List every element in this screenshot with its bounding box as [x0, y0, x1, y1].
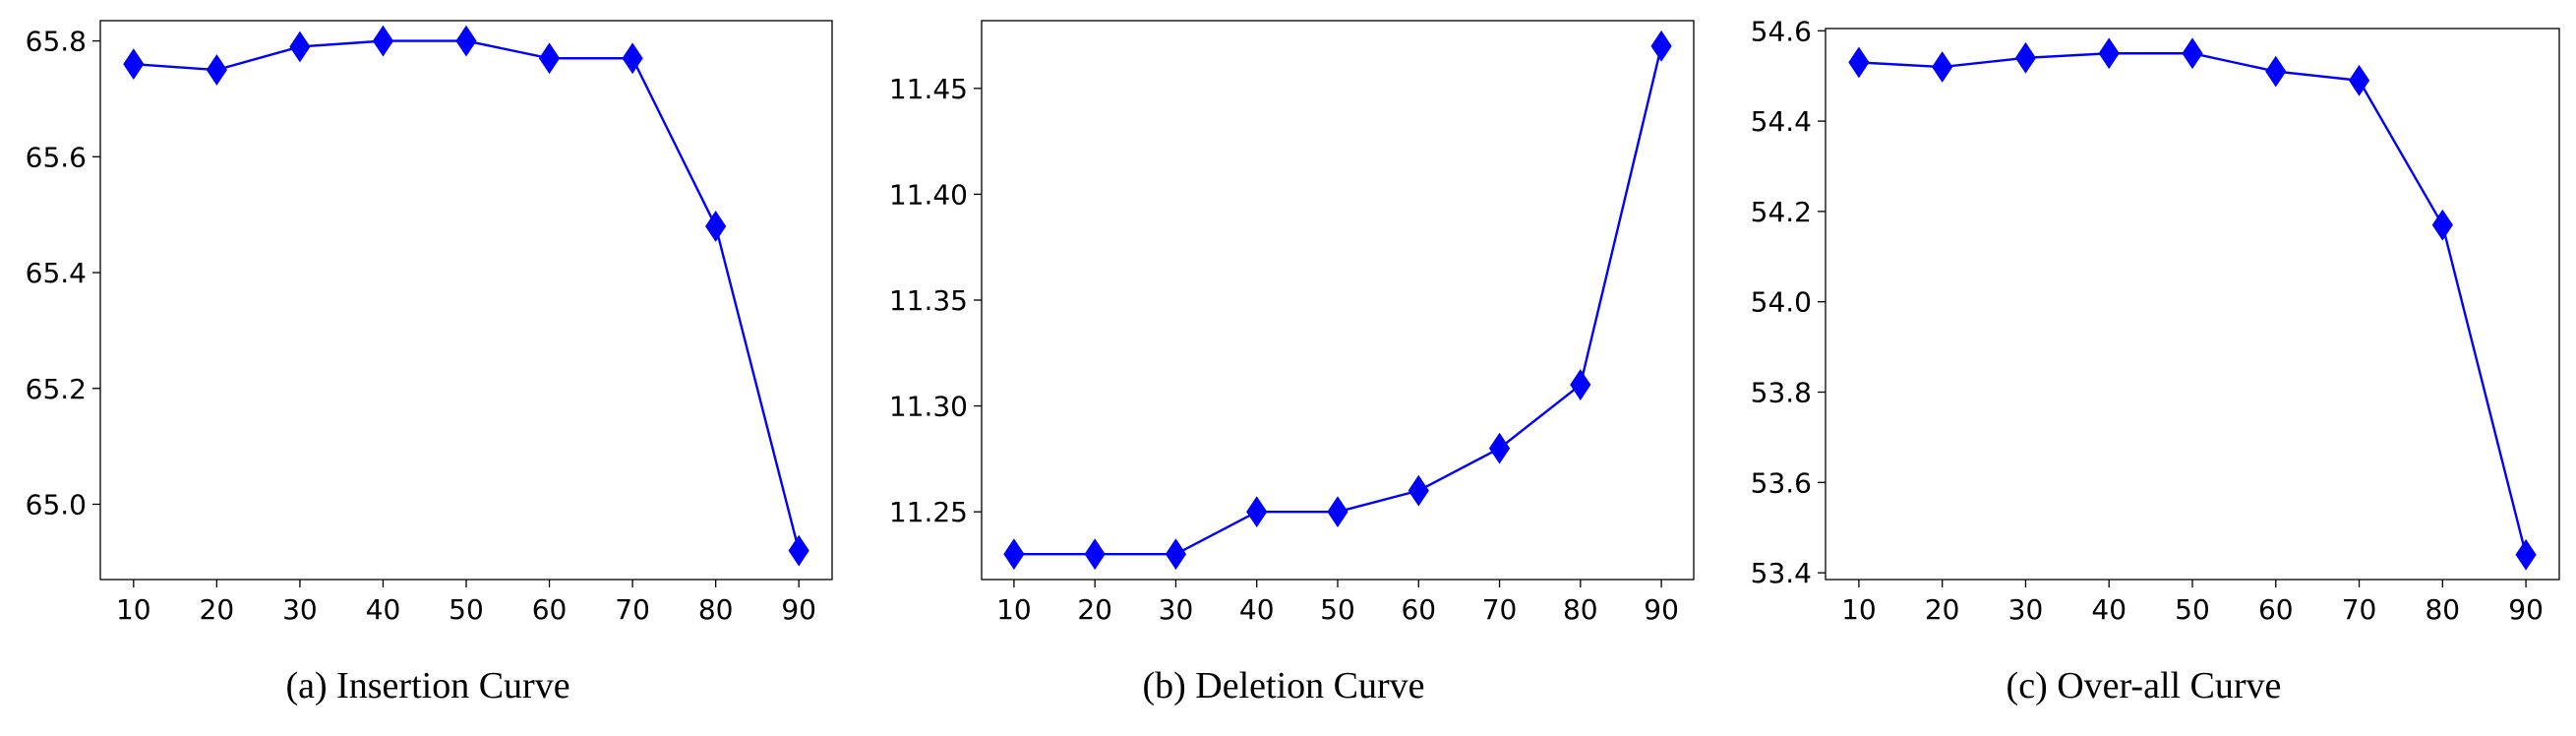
x-tick-label: 80	[1563, 593, 1598, 626]
overall-curve-caption: (c) Over-all Curve	[2006, 665, 2282, 706]
data-point	[2348, 64, 2370, 96]
data-point	[289, 31, 311, 63]
overall-curve-chart: 10 20 30 40 50 60 70 80 90 53.4 53.6 53.8 54.0 54.2 54…	[1751, 15, 2560, 626]
insertion-curve-panel: 10 20 30 40 50 60 70 80 90 65.0 65.2 65.4 65.6 65.8 (…	[0, 0, 856, 736]
x-tick-label: 50	[449, 593, 484, 626]
data-point	[2515, 538, 2537, 571]
x-tick-label: 80	[2425, 593, 2460, 626]
x-tick-label: 60	[2258, 593, 2294, 626]
x-tick-label: 20	[1925, 593, 1960, 626]
data-point	[538, 42, 561, 75]
data-point	[1084, 538, 1106, 571]
plot-frame	[981, 20, 1695, 581]
data-point	[2431, 209, 2453, 241]
data-point	[788, 534, 809, 567]
x-tick-label: 60	[532, 593, 568, 626]
plot-frame	[99, 20, 833, 581]
deletion-curve-panel: 10 20 30 40 50 60 70 80 90 11.25 11.30 11.35 11.40 11…	[856, 0, 1711, 736]
series-line	[1013, 45, 1663, 556]
data-point	[2098, 37, 2120, 70]
y-tick-label: 65.2	[26, 373, 87, 405]
data-point	[1408, 474, 1429, 507]
x-tick-label: 30	[2008, 593, 2044, 626]
y-tick-label: 65.4	[26, 257, 87, 289]
y-tick-label: 65.0	[26, 488, 87, 521]
deletion-curve-caption: (b) Deletion Curve	[1142, 665, 1425, 706]
y-tick-label: 54.2	[1751, 196, 1812, 228]
insertion-curve-caption: (a) Insertion Curve	[285, 665, 570, 706]
data-point	[1165, 538, 1187, 571]
plot-frame	[1825, 28, 2560, 581]
data-point	[455, 25, 477, 57]
y-tick-label: 65.8	[26, 26, 87, 58]
data-point	[2182, 37, 2203, 70]
x-tick-label: 90	[781, 593, 816, 626]
data-point	[1327, 496, 1348, 528]
y-tick-label: 53.4	[1751, 557, 1812, 589]
data-point	[1246, 496, 1268, 528]
data-point	[206, 54, 227, 86]
y-tick-label: 11.25	[889, 496, 968, 528]
y-tick-label: 65.6	[26, 141, 87, 173]
x-tick-label: 10	[1841, 593, 1877, 626]
y-tick-label: 11.40	[889, 178, 968, 211]
data-point	[705, 211, 727, 242]
x-tick-label: 70	[615, 593, 650, 626]
y-tick-label: 11.30	[889, 391, 968, 423]
deletion-curve-chart: 10 20 30 40 50 60 70 80 90 11.25 11.30 11.35 11.40 11…	[889, 20, 1695, 626]
y-tick-label: 53.8	[1751, 377, 1812, 409]
x-tick-label: 10	[996, 593, 1032, 626]
data-point	[372, 25, 394, 57]
data-point	[123, 48, 145, 81]
x-tick-label: 40	[2091, 593, 2127, 626]
x-tick-label: 90	[1644, 593, 1679, 626]
x-tick-label: 30	[282, 593, 318, 626]
x-tick-label: 60	[1401, 593, 1436, 626]
y-tick-label: 54.6	[1751, 15, 1812, 47]
x-tick-label: 40	[1239, 593, 1275, 626]
x-tick-label: 90	[2508, 593, 2544, 626]
data-point	[1488, 432, 1511, 464]
x-tick-label: 70	[1482, 593, 1518, 626]
data-point	[2014, 41, 2037, 74]
data-point	[1650, 30, 1672, 62]
x-tick-label: 80	[698, 593, 734, 626]
data-point	[1848, 46, 1870, 79]
data-point	[1570, 369, 1591, 400]
y-tick-label: 54.4	[1751, 105, 1812, 138]
series-line	[1858, 52, 2528, 556]
y-tick-label: 54.0	[1751, 286, 1812, 319]
x-tick-label: 20	[200, 593, 235, 626]
insertion-curve-chart: 10 20 30 40 50 60 70 80 90 65.0 65.2 65.4 65.6 65.8	[26, 20, 833, 626]
overall-curve-panel: 10 20 30 40 50 60 70 80 90 53.4 53.6 53.8 54.0 54.2 54…	[1711, 0, 2576, 736]
data-point	[2265, 55, 2287, 88]
x-tick-label: 30	[1159, 593, 1194, 626]
y-tick-label: 53.6	[1751, 466, 1812, 499]
y-tick-label: 11.45	[889, 73, 968, 105]
x-tick-label: 20	[1077, 593, 1112, 626]
x-tick-label: 70	[2342, 593, 2377, 626]
data-point	[622, 42, 643, 75]
x-tick-label: 50	[1320, 593, 1355, 626]
y-tick-label: 11.35	[889, 284, 968, 317]
data-point	[1003, 538, 1025, 571]
x-tick-label: 40	[366, 593, 401, 626]
series-line	[133, 39, 801, 551]
data-point	[1932, 51, 1953, 83]
x-tick-label: 10	[116, 593, 151, 626]
x-tick-label: 50	[2175, 593, 2210, 626]
